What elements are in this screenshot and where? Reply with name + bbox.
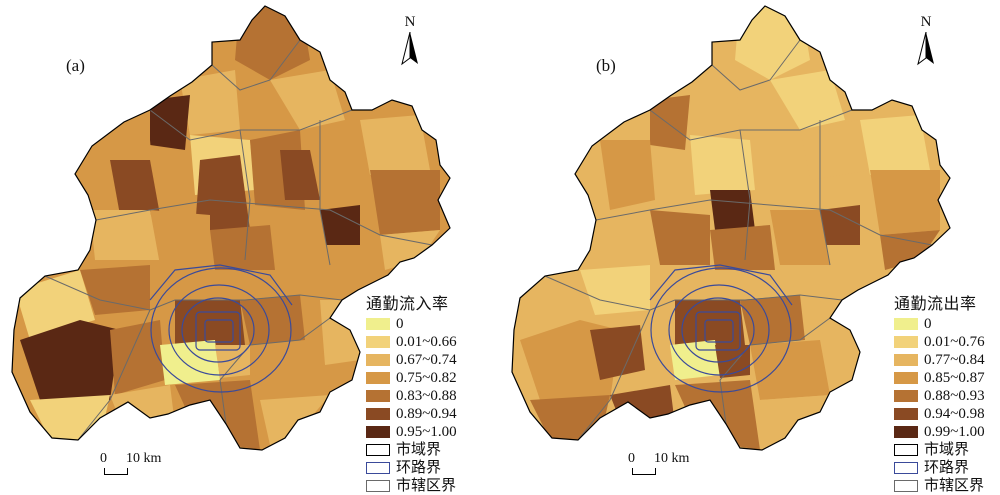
legend-item: 0.67~0.74 xyxy=(366,351,457,369)
legend-label: 0.01~0.76 xyxy=(924,333,985,350)
legend-item: 0.99~1.00 xyxy=(894,423,985,441)
legend-swatch xyxy=(366,372,390,384)
legend-title: 通勤流入率 xyxy=(366,294,449,313)
legend-item: 0.01~0.76 xyxy=(894,333,985,351)
legend-label: 环路界 xyxy=(396,459,442,476)
scale-label: 10 km xyxy=(126,451,162,466)
choropleth-patches xyxy=(15,6,440,450)
legend-item: 0.88~0.93 xyxy=(894,387,985,405)
scale-bar: 0 10 km xyxy=(628,451,718,481)
legend-swatch xyxy=(894,318,918,330)
legend-line-swatch xyxy=(894,480,918,492)
legend-label: 0.85~0.87 xyxy=(924,369,985,386)
legend-item: 0.01~0.66 xyxy=(366,333,457,351)
north-arrow: N xyxy=(908,14,944,74)
legend-line-swatch xyxy=(366,480,390,492)
legend-swatch xyxy=(894,426,918,438)
scale-bar: 0 10 km xyxy=(100,451,190,481)
choropleth-map xyxy=(511,5,951,451)
legend-swatch xyxy=(894,408,918,420)
legend-label: 0.83~0.88 xyxy=(396,387,457,404)
legend-item: 0.95~1.00 xyxy=(366,423,457,441)
legend-classes: 0 0.01~0.76 0.77~0.84 0.85~0.87 0.88~0.9… xyxy=(894,315,985,441)
legend-boundaries: 市域界 环路界 市辖区界 xyxy=(894,441,985,495)
legend-label: 市辖区界 xyxy=(396,477,457,494)
legend-swatch xyxy=(366,318,390,330)
legend-label: 0 xyxy=(924,315,932,332)
legend-item: 市辖区界 xyxy=(894,477,985,495)
legend-swatch xyxy=(894,354,918,366)
legend-item: 0.94~0.98 xyxy=(894,405,985,423)
scale-label: 10 km xyxy=(654,451,690,466)
north-arrow: N xyxy=(392,14,428,74)
legend-label: 0.88~0.93 xyxy=(924,387,985,404)
scale-bar-line xyxy=(632,468,656,475)
ring-roads xyxy=(649,264,793,393)
scale-zero: 0 xyxy=(628,451,635,466)
district-boundaries xyxy=(44,39,433,441)
legend-item: 环路界 xyxy=(894,459,985,477)
legend-item: 0.85~0.87 xyxy=(894,369,985,387)
north-letter: N xyxy=(404,14,416,30)
scale-zero: 0 xyxy=(100,451,107,466)
choropleth-patches xyxy=(515,6,940,450)
legend-swatch xyxy=(366,390,390,402)
map-panel-a: (a) N 通勤流入率 0 0.01~0.66 0.67~0.74 0 xyxy=(0,0,500,493)
legend-label: 0.99~1.00 xyxy=(924,423,985,440)
city-boundary xyxy=(511,5,951,451)
legend-classes: 0 0.01~0.66 0.67~0.74 0.75~0.82 0.83~0.8… xyxy=(366,315,457,441)
legend-label: 市辖区界 xyxy=(924,477,985,494)
north-letter: N xyxy=(920,14,932,30)
legend-label: 0.75~0.82 xyxy=(396,369,457,386)
legend-swatch xyxy=(366,336,390,348)
legend-label: 0 xyxy=(396,315,404,332)
legend-label: 0.01~0.66 xyxy=(396,333,457,350)
legend-label: 0.94~0.98 xyxy=(924,405,985,422)
legend-item: 市辖区界 xyxy=(366,477,457,495)
legend-label: 0.95~1.00 xyxy=(396,423,457,440)
district-boundaries xyxy=(544,39,933,441)
legend-label: 0.77~0.84 xyxy=(924,351,985,368)
panel-label: (b) xyxy=(596,56,616,75)
choropleth-map xyxy=(11,5,451,451)
legend-item: 环路界 xyxy=(366,459,457,477)
legend-label: 环路界 xyxy=(924,459,970,476)
north-arrow-icon xyxy=(401,32,418,66)
city-boundary xyxy=(11,5,451,451)
legend: 通勤流出率 0 0.01~0.76 0.77~0.84 0.85~0.87 0.… xyxy=(894,296,985,495)
legend-label: 市域界 xyxy=(924,441,970,458)
legend-label: 市域界 xyxy=(396,441,442,458)
legend: 通勤流入率 0 0.01~0.66 0.67~0.74 0.75~0.82 0.… xyxy=(366,296,457,495)
legend-label: 0.67~0.74 xyxy=(396,351,457,368)
legend-swatch xyxy=(894,372,918,384)
legend-item: 市域界 xyxy=(894,441,985,459)
legend-item: 0.77~0.84 xyxy=(894,351,985,369)
legend-swatch xyxy=(366,408,390,420)
panel-label: (a) xyxy=(66,56,85,75)
legend-title: 通勤流出率 xyxy=(894,294,977,313)
legend-line-swatch xyxy=(366,444,390,456)
north-arrow-icon xyxy=(917,32,934,66)
legend-line-swatch xyxy=(366,462,390,474)
legend-item: 0 xyxy=(366,315,457,333)
legend-swatch xyxy=(894,336,918,348)
scale-bar-line xyxy=(104,468,128,475)
legend-item: 0.89~0.94 xyxy=(366,405,457,423)
legend-swatch xyxy=(894,390,918,402)
legend-item: 0.75~0.82 xyxy=(366,369,457,387)
legend-item: 市域界 xyxy=(366,441,457,459)
legend-line-swatch xyxy=(894,462,918,474)
legend-label: 0.89~0.94 xyxy=(396,405,457,422)
ring-roads xyxy=(149,264,293,393)
map-panel-b: (b) N 通勤流出率 0 0.01~0.76 0.77~0.84 0 xyxy=(500,0,1000,493)
legend-swatch xyxy=(366,354,390,366)
legend-line-swatch xyxy=(894,444,918,456)
legend-swatch xyxy=(366,426,390,438)
legend-item: 0 xyxy=(894,315,985,333)
legend-boundaries: 市域界 环路界 市辖区界 xyxy=(366,441,457,495)
legend-item: 0.83~0.88 xyxy=(366,387,457,405)
